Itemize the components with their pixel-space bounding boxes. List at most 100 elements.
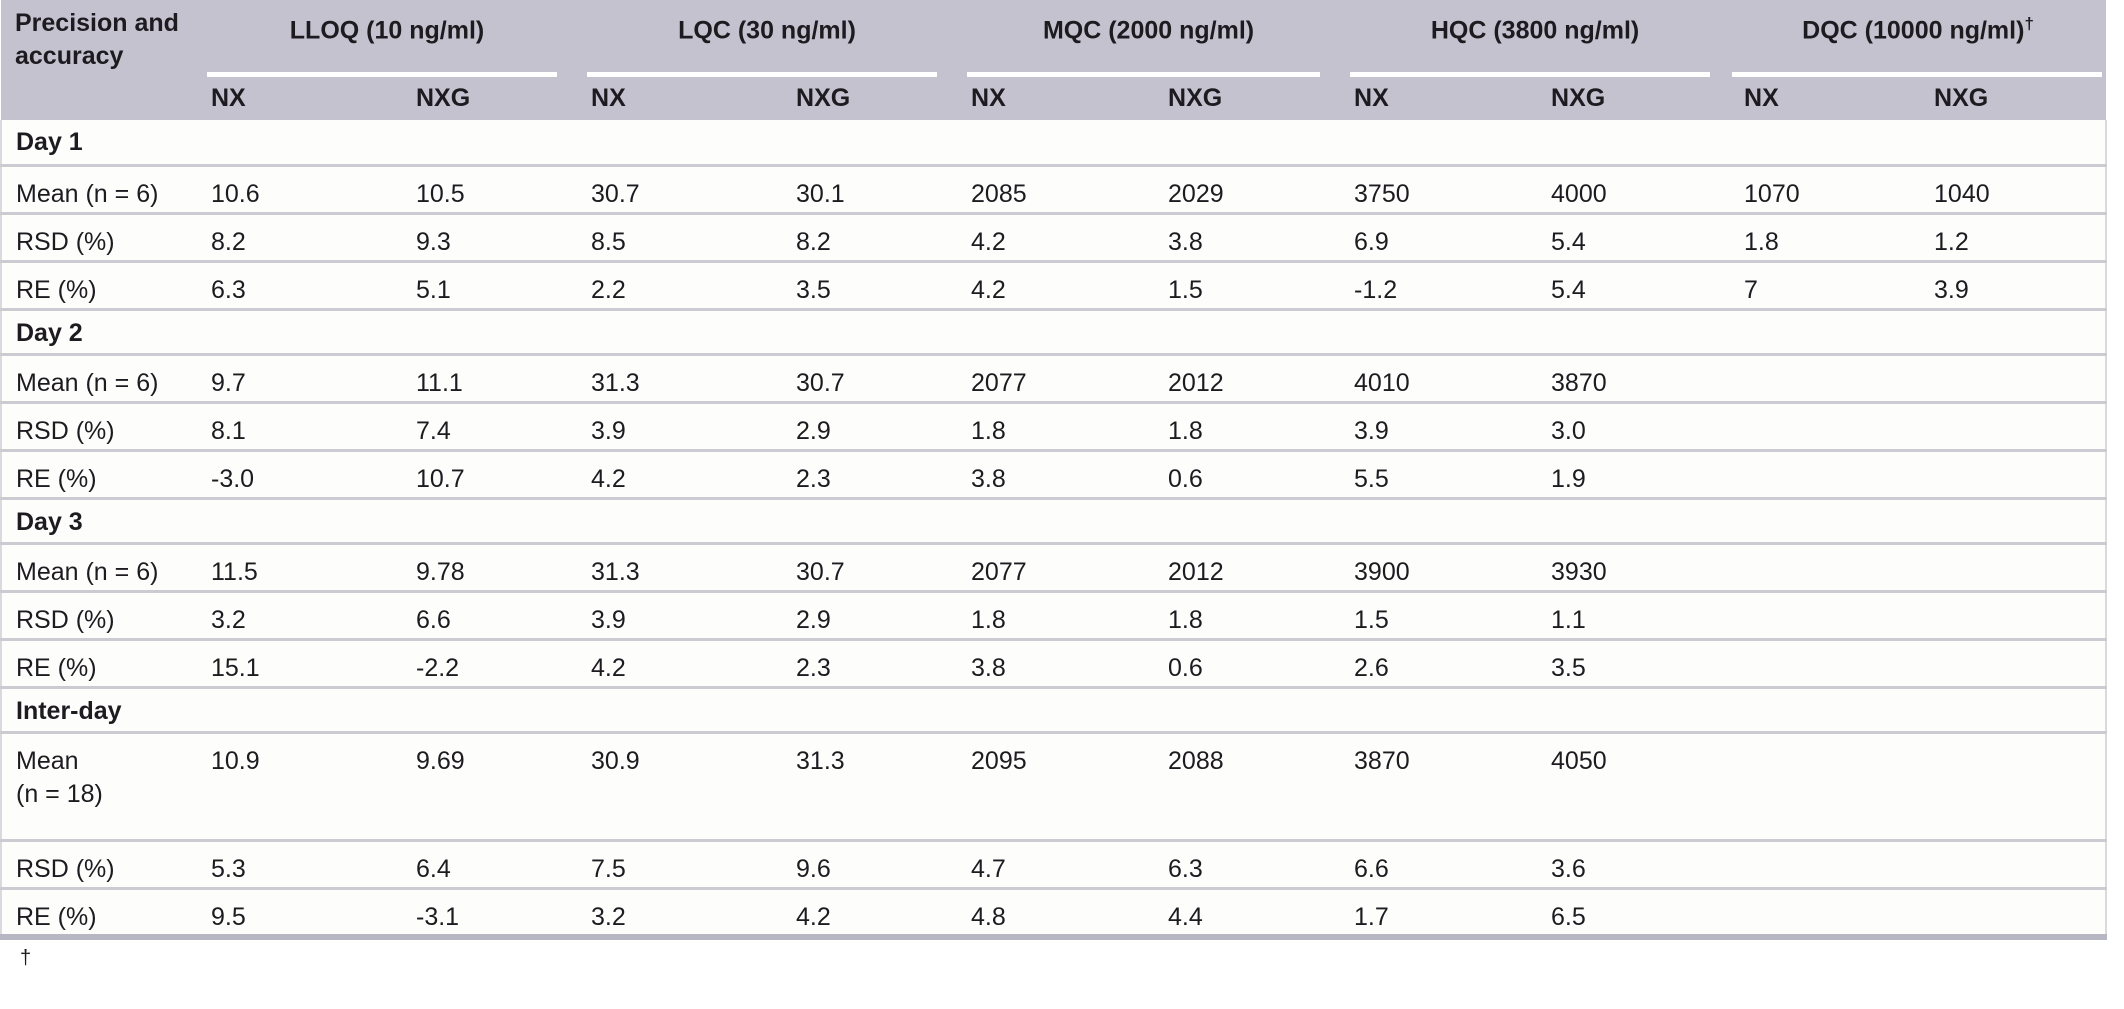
group-label: MQC (2000 ng/ml) xyxy=(1042,16,1255,45)
value-cell: 4.2 xyxy=(577,637,783,687)
table-row: RE (%) 15.1 -2.2 4.2 2.3 3.8 0.6 2.6 3.5 xyxy=(0,637,2108,687)
value-cell: 1.9 xyxy=(1537,448,1731,498)
row-label: Mean (n = 6) xyxy=(0,163,197,213)
value-cell: 2077 xyxy=(957,352,1155,402)
value-cell xyxy=(1730,541,1921,591)
value-cell: 2088 xyxy=(1154,730,1341,840)
value-cell: 9.7 xyxy=(197,352,402,402)
value-cell xyxy=(1730,400,1921,450)
value-cell: 2095 xyxy=(957,730,1155,840)
value-cell: 30.1 xyxy=(782,163,958,213)
table-row: RSD (%) 8.1 7.4 3.9 2.9 1.8 1.8 3.9 3.0 xyxy=(0,400,2108,450)
value-cell: 1.8 xyxy=(1154,400,1341,450)
value-cell: -3.1 xyxy=(402,886,578,940)
row-label: Mean (n = 6) xyxy=(0,541,197,591)
value-cell: 4050 xyxy=(1537,730,1731,840)
value-cell: 0.6 xyxy=(1154,448,1341,498)
section-row: Day 2 xyxy=(0,307,2108,354)
value-cell: 6.3 xyxy=(197,259,402,309)
section-title: Day 1 xyxy=(0,120,2108,165)
table-header: Precision and accuracy LLOQ (10 ng/ml) L… xyxy=(1,0,2107,120)
corner-header: Precision and accuracy xyxy=(1,0,197,120)
value-cell: 4.4 xyxy=(1154,886,1341,940)
value-cell xyxy=(1920,838,2108,888)
value-cell: 2085 xyxy=(957,163,1155,213)
value-cell: 3.9 xyxy=(577,589,783,639)
value-cell: 9.78 xyxy=(402,541,578,591)
value-cell: 4.2 xyxy=(782,886,958,940)
dagger-footnote-marker: † xyxy=(20,946,32,969)
table-row: RE (%) -3.0 10.7 4.2 2.3 3.8 0.6 5.5 1.9 xyxy=(0,448,2108,498)
value-cell xyxy=(1920,589,2108,639)
value-cell: 6.6 xyxy=(402,589,578,639)
value-cell xyxy=(1730,730,1921,840)
table-row: RSD (%) 5.3 6.4 7.5 9.6 4.7 6.3 6.6 3.6 xyxy=(0,838,2108,888)
value-cell: 3750 xyxy=(1340,163,1538,213)
value-cell: 3.9 xyxy=(1920,259,2108,309)
row-label: RSD (%) xyxy=(0,400,197,450)
table-row: RSD (%) 8.2 9.3 8.5 8.2 4.2 3.8 6.9 5.4 1.8 1.2 xyxy=(0,211,2108,261)
group-label: HQC (3800 ng/ml) xyxy=(1430,16,1640,45)
row-label: RSD (%) xyxy=(0,589,197,639)
value-cell: 3.8 xyxy=(957,448,1155,498)
value-cell: 7.5 xyxy=(577,838,783,888)
value-cell: 9.6 xyxy=(782,838,958,888)
group-label: LQC (30 ng/ml) xyxy=(678,16,856,45)
value-cell xyxy=(1730,838,1921,888)
row-label: Mean (n = 18) xyxy=(0,730,197,840)
subheader-lloq-nxg: NXG xyxy=(402,77,578,120)
value-cell: 2.2 xyxy=(577,259,783,309)
value-cell: 9.69 xyxy=(402,730,578,840)
value-cell: 5.1 xyxy=(402,259,578,309)
section-row: Day 1 xyxy=(0,120,2108,165)
value-cell: 5.5 xyxy=(1340,448,1538,498)
subheader-lqc-nxg: NXG xyxy=(782,77,958,120)
value-cell: 1.5 xyxy=(1154,259,1341,309)
value-cell xyxy=(1920,400,2108,450)
value-cell: 4.7 xyxy=(957,838,1155,888)
value-cell: 30.7 xyxy=(577,163,783,213)
value-cell: 2.9 xyxy=(782,589,958,639)
value-cell: 10.7 xyxy=(402,448,578,498)
value-cell: 31.3 xyxy=(577,541,783,591)
group-underline xyxy=(207,72,558,77)
value-cell: 10.9 xyxy=(197,730,402,840)
value-cell: 3.6 xyxy=(1537,838,1731,888)
value-cell: 15.1 xyxy=(197,637,402,687)
table-row: RE (%) 9.5 -3.1 3.2 4.2 4.8 4.4 1.7 6.5 xyxy=(0,886,2108,940)
group-header-hqc: HQC (3800 ng/ml) xyxy=(1340,0,1731,77)
table-row: Mean (n = 6) 10.6 10.5 30.7 30.1 2085 2029 3750… xyxy=(0,163,2108,213)
group-underline xyxy=(1350,72,1711,77)
group-header-row: Precision and accuracy LLOQ (10 ng/ml) L… xyxy=(1,0,2107,120)
table-row: Mean (n = 6) 11.5 9.78 31.3 30.7 2077 2012 3900… xyxy=(0,541,2108,591)
row-label: RE (%) xyxy=(0,448,197,498)
value-cell: 3.2 xyxy=(197,589,402,639)
precision-accuracy-table: Precision and accuracy LLOQ (10 ng/ml) L… xyxy=(0,0,2108,940)
group-header-lloq: LLOQ (10 ng/ml) xyxy=(197,0,578,77)
value-cell: 3.8 xyxy=(1154,211,1341,261)
value-cell xyxy=(1730,352,1921,402)
section-row: Day 3 xyxy=(0,496,2108,543)
group-underline xyxy=(967,72,1321,77)
row-label: RE (%) xyxy=(0,259,197,309)
group-underline xyxy=(1732,72,2103,77)
value-cell: 8.5 xyxy=(577,211,783,261)
value-cell: 9.5 xyxy=(197,886,402,940)
row-label: RE (%) xyxy=(0,886,197,940)
value-cell: 2.3 xyxy=(782,448,958,498)
group-header-dqc: DQC (10000 ng/ml)† xyxy=(1730,0,2107,77)
value-cell: 30.9 xyxy=(577,730,783,840)
value-cell: 4000 xyxy=(1537,163,1731,213)
value-cell: 4010 xyxy=(1340,352,1538,402)
value-cell: 9.3 xyxy=(402,211,578,261)
subheader-lqc-nx: NX xyxy=(577,77,783,120)
value-cell: 2029 xyxy=(1154,163,1341,213)
value-cell: 3.0 xyxy=(1537,400,1731,450)
value-cell: 2012 xyxy=(1154,541,1341,591)
subheader-hqc-nxg: NXG xyxy=(1537,77,1731,120)
value-cell xyxy=(1730,637,1921,687)
value-cell: 1.2 xyxy=(1920,211,2108,261)
value-cell: 3870 xyxy=(1340,730,1538,840)
value-cell: 3.5 xyxy=(782,259,958,309)
value-cell: 1.8 xyxy=(957,589,1155,639)
